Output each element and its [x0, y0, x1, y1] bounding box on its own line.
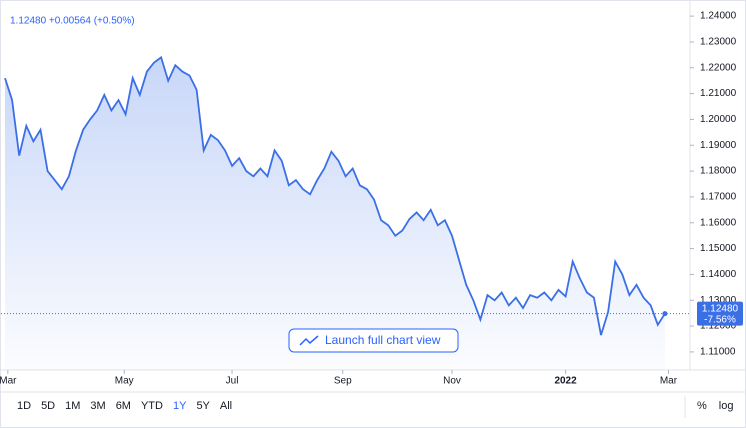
range-button[interactable]: 1M [65, 400, 80, 412]
area-fill [5, 57, 665, 371]
launch-icon [299, 335, 319, 346]
y-tick-label: 1.17000 [700, 192, 737, 203]
y-tick-label: 1.13000 [700, 295, 737, 306]
range-button[interactable]: 5D [41, 400, 55, 412]
y-tick-label: 1.16000 [700, 217, 737, 228]
y-tick-label: 1.20000 [700, 114, 737, 125]
y-tick-label: 1.15000 [700, 243, 737, 254]
x-tick-label: Nov [443, 376, 461, 387]
x-tick-label: 2022 [554, 376, 577, 387]
range-button[interactable]: 5Y [196, 400, 210, 412]
x-tick-label: May [115, 376, 134, 387]
y-tick-label: 1.19000 [700, 140, 737, 151]
last-price-box [697, 301, 743, 326]
legend: 1.12480 +0.00564 (+0.50%) [10, 16, 135, 27]
launch-button[interactable]: Launch full chart view [288, 328, 459, 353]
y-tick-label: 1.18000 [700, 166, 737, 177]
range-button[interactable]: 6M [116, 400, 131, 412]
range-button[interactable]: 3M [90, 400, 105, 412]
scale-option[interactable]: log [719, 400, 734, 412]
launch-label[interactable]: Launch full chart view [325, 333, 441, 347]
scale-option[interactable]: % [697, 400, 707, 412]
x-tick-label: Mar [660, 376, 678, 387]
y-tick-label: 1.11000 [700, 347, 736, 358]
y-tick-label: 1.24000 [700, 11, 737, 22]
y-tick-label: 1.23000 [700, 37, 737, 48]
x-tick-label: Sep [334, 376, 352, 387]
range-button[interactable]: YTD [141, 400, 163, 412]
range-button[interactable]: 1D [17, 400, 31, 412]
launch-button-box[interactable] [288, 328, 459, 353]
price-line [4, 55, 666, 336]
y-tick-label: 1.12000 [700, 321, 737, 332]
plot [4, 55, 668, 371]
range-button[interactable]: 1Y [173, 400, 187, 412]
x-tick-label: Jul [226, 376, 239, 387]
range-button[interactable]: All [220, 400, 232, 412]
y-tick-label: 1.22000 [700, 62, 737, 73]
y-tick-label: 1.21000 [700, 88, 737, 99]
y-tick-label: 1.14000 [700, 269, 737, 280]
last-price-label: 1.12480 [702, 303, 739, 314]
last-price-change: -7.56% [704, 314, 736, 325]
x-tick-label: Mar [0, 376, 17, 387]
